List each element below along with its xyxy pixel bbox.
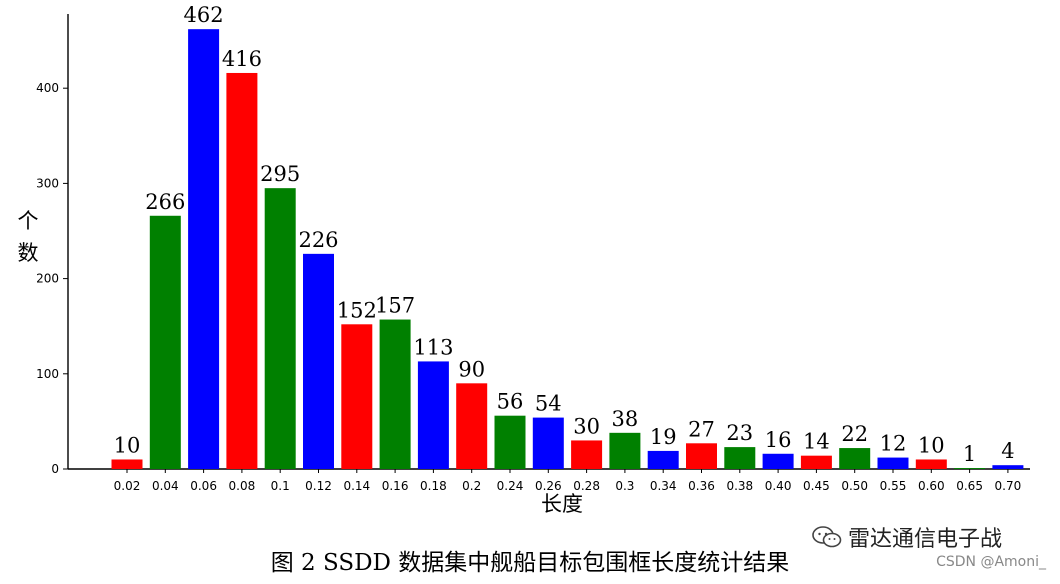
x-tick-label: 0.40 bbox=[765, 479, 792, 493]
x-tick-label: 0.14 bbox=[343, 479, 370, 493]
bar bbox=[954, 468, 986, 470]
y-tick-label: 100 bbox=[36, 367, 59, 381]
bar bbox=[226, 72, 258, 469]
bar bbox=[609, 432, 641, 469]
x-tick-label: 0.02 bbox=[114, 479, 141, 493]
bar bbox=[417, 361, 449, 469]
x-tick-label: 0.12 bbox=[305, 479, 332, 493]
x-axis-label: 长度 bbox=[541, 492, 583, 516]
x-tick-label: 0.60 bbox=[918, 479, 945, 493]
bar bbox=[839, 448, 871, 469]
bar bbox=[111, 459, 143, 469]
x-tick-label: 0.65 bbox=[956, 479, 983, 493]
data-label: 157 bbox=[375, 294, 415, 318]
bar bbox=[379, 319, 411, 469]
x-tick-label: 0.1 bbox=[271, 479, 290, 493]
data-label: 266 bbox=[145, 190, 185, 214]
x-tick-label: 0.38 bbox=[726, 479, 753, 493]
data-label: 113 bbox=[413, 335, 453, 359]
x-tick-label: 0.45 bbox=[803, 479, 830, 493]
y-tick-label: 0 bbox=[51, 462, 59, 476]
data-label: 19 bbox=[650, 425, 677, 449]
bar bbox=[877, 457, 909, 469]
data-label: 226 bbox=[298, 228, 338, 252]
bar bbox=[724, 447, 756, 469]
bar bbox=[571, 440, 603, 469]
y-axis-label: 个数 bbox=[18, 209, 39, 265]
data-label: 295 bbox=[260, 162, 300, 186]
data-label: 152 bbox=[337, 298, 377, 322]
data-label: 54 bbox=[535, 392, 562, 416]
data-label: 22 bbox=[841, 422, 868, 446]
bar bbox=[264, 188, 296, 469]
y-tick-label: 300 bbox=[36, 176, 59, 190]
data-label: 462 bbox=[184, 3, 224, 27]
data-label: 4 bbox=[1001, 439, 1014, 463]
y-axis-label-char: 数 bbox=[18, 241, 39, 265]
bar bbox=[149, 215, 181, 469]
y-tick-label: 400 bbox=[36, 81, 59, 95]
watermark-text: 雷达通信电子战 bbox=[848, 527, 1003, 552]
data-label: 14 bbox=[803, 430, 830, 454]
x-tick-label: 0.36 bbox=[688, 479, 715, 493]
x-tick-label: 0.08 bbox=[229, 479, 256, 493]
data-label: 16 bbox=[765, 428, 792, 452]
bar bbox=[686, 443, 717, 469]
x-tick-label: 0.50 bbox=[841, 479, 868, 493]
bar bbox=[532, 417, 564, 469]
x-tick-label: 0.24 bbox=[497, 479, 524, 493]
x-tick-label: 0.16 bbox=[382, 479, 409, 493]
bars bbox=[111, 29, 1024, 470]
data-label: 27 bbox=[688, 417, 715, 441]
x-tick-label: 0.18 bbox=[420, 479, 447, 493]
axis-labels: 长度 个数 bbox=[18, 209, 584, 516]
x-tick-label: 0.28 bbox=[573, 479, 600, 493]
bar bbox=[341, 324, 373, 469]
bar bbox=[456, 383, 488, 469]
data-label: 38 bbox=[612, 407, 639, 431]
bar bbox=[992, 465, 1024, 469]
wechat-icon bbox=[812, 526, 842, 548]
bar bbox=[494, 415, 526, 469]
bar bbox=[800, 455, 832, 469]
bar bbox=[647, 450, 679, 469]
data-label: 416 bbox=[222, 47, 262, 71]
bar bbox=[915, 459, 947, 469]
y-axis-ticks: 0 100 200 300 400 bbox=[36, 81, 68, 476]
x-tick-label: 0.06 bbox=[190, 479, 217, 493]
data-label: 1 bbox=[963, 442, 976, 466]
x-tick-label: 0.26 bbox=[535, 479, 562, 493]
x-tick-label: 0.04 bbox=[152, 479, 179, 493]
data-label: 30 bbox=[573, 414, 600, 438]
source-credit: CSDN @Amoni_ bbox=[936, 554, 1046, 570]
y-axis-label-char: 个 bbox=[18, 209, 39, 233]
bar bbox=[303, 253, 334, 469]
data-label: 12 bbox=[880, 432, 907, 456]
data-label: 90 bbox=[458, 357, 485, 381]
data-label: 10 bbox=[918, 433, 945, 457]
data-label: 23 bbox=[726, 421, 753, 445]
x-tick-label: 0.3 bbox=[615, 479, 634, 493]
y-tick-label: 200 bbox=[36, 272, 59, 286]
figure-caption: 图 2 SSDD 数据集中舰船目标包围框长度统计结果 bbox=[270, 550, 790, 576]
x-tick-label: 0.34 bbox=[650, 479, 677, 493]
x-tick-label: 0.70 bbox=[995, 479, 1022, 493]
data-label: 10 bbox=[114, 433, 141, 457]
x-axis-ticks: 0.02 0.04 0.06 0.08 0.1 0.12 0.14 0.16 0.18 0.2 0.… bbox=[114, 469, 1022, 493]
data-label: 56 bbox=[497, 390, 524, 414]
watermark: 雷达通信电子战 bbox=[812, 521, 1002, 553]
x-tick-label: 0.55 bbox=[880, 479, 907, 493]
bar bbox=[188, 29, 220, 470]
x-tick-label: 0.2 bbox=[462, 479, 481, 493]
bar bbox=[762, 453, 794, 469]
